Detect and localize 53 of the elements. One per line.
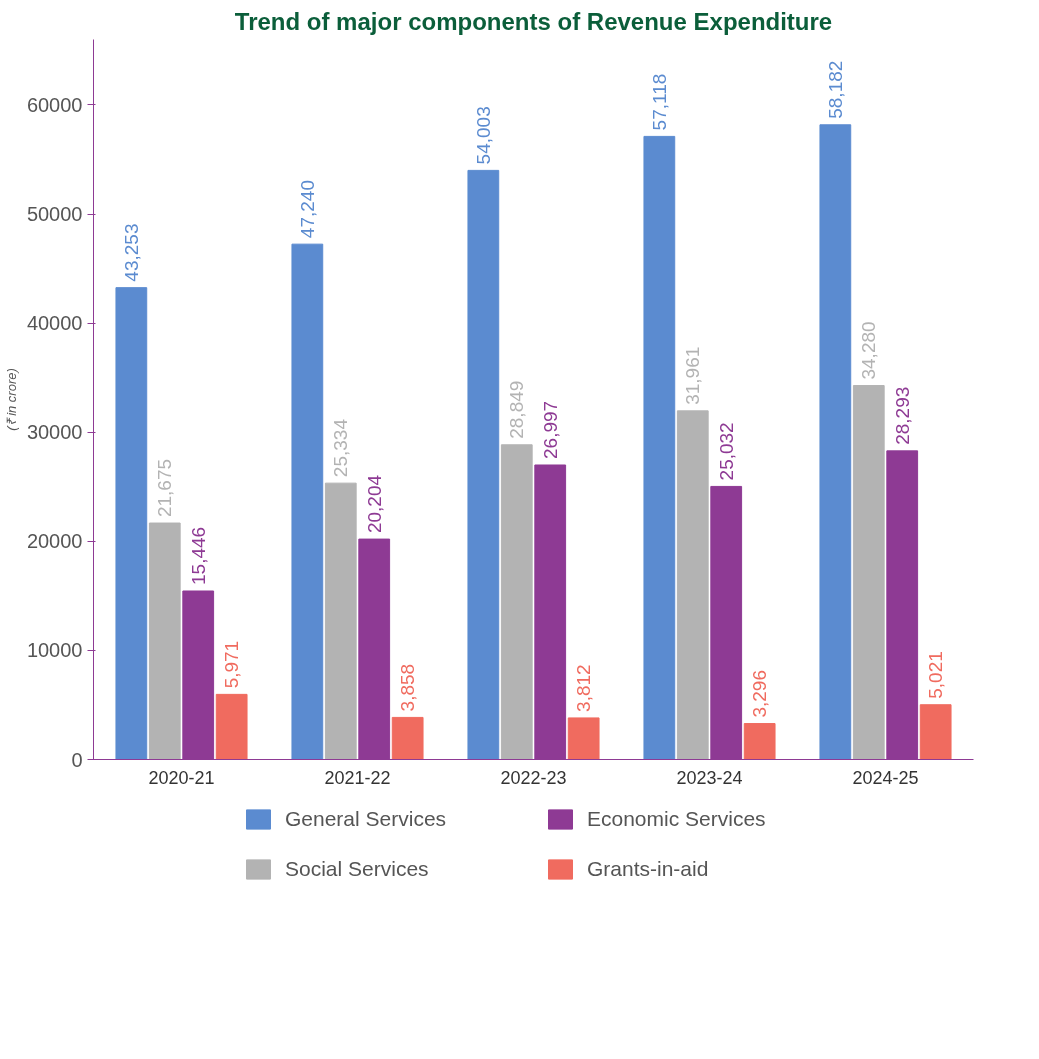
y-tick-label: 50000 [26,203,83,226]
legend-label: Economic Services [587,807,767,831]
y-tick-label: 60000 [26,93,83,116]
bar [567,717,600,760]
x-tick-label: 2024-25 [852,767,919,788]
data-label: 34,280 [858,321,880,380]
data-label: 28,293 [891,386,913,445]
y-tick-label: 0 [71,748,83,771]
data-label: 25,334 [330,418,352,478]
data-label: 26,997 [539,400,561,459]
data-label: 21,675 [154,458,176,518]
bar [743,723,776,760]
legend-label: Grants-in-aid [587,857,710,881]
data-label: 25,032 [715,422,737,481]
bar [676,410,709,760]
data-label: 43,253 [120,223,142,282]
data-label: 3,858 [397,663,419,712]
x-tick-label: 2022-23 [500,767,567,788]
y-tick-label: 10000 [26,639,83,662]
legend-label: General Services [285,807,448,831]
bar [819,124,852,760]
legend-label: Social Services [285,857,430,881]
y-tick-label: 30000 [26,421,83,444]
data-label: 54,003 [472,106,494,165]
y-axis-title: (₹ in crore) [3,368,19,431]
data-label: 58,182 [824,60,846,119]
bar [115,287,148,760]
x-tick-label: 2023-24 [676,767,743,788]
bar [500,444,533,760]
bar [643,135,676,760]
data-label: 5,971 [221,640,243,689]
bar [215,693,248,760]
y-tick-label: 20000 [26,530,83,553]
x-tick-label: 2020-21 [148,767,215,788]
data-label: 3,812 [573,664,595,712]
bar [852,385,885,760]
data-label: 28,849 [506,380,528,439]
data-label: 20,204 [363,474,385,534]
bar [391,716,424,760]
bar [148,522,181,760]
data-label: 5,021 [925,651,947,699]
y-tick-label: 40000 [26,312,83,335]
chart-title: Trend of major components of Revenue Expenditure [234,7,833,35]
data-label: 15,446 [187,526,209,585]
bar [291,243,324,760]
x-tick-label: 2021-22 [324,767,391,788]
bar [467,169,500,760]
data-label: 3,296 [749,670,771,718]
data-label: 31,961 [682,346,704,405]
bar [919,704,952,760]
data-label: 47,240 [296,180,318,239]
data-label: 57,118 [648,73,670,131]
bar [324,482,357,760]
